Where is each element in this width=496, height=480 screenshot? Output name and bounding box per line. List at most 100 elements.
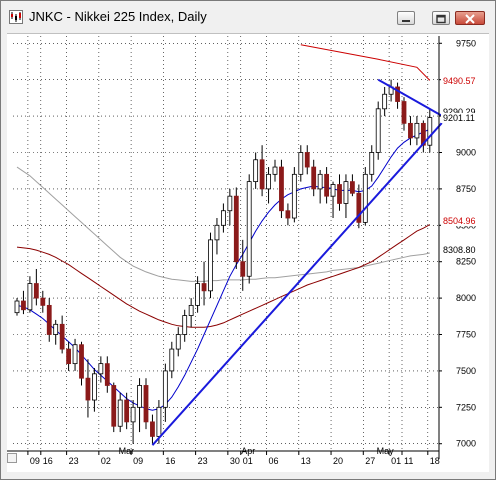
candlesticks bbox=[14, 79, 433, 444]
close-button[interactable] bbox=[455, 11, 485, 25]
candle-body bbox=[240, 261, 246, 277]
price-tag-box bbox=[441, 216, 477, 226]
trendline bbox=[377, 78, 443, 117]
y-tick-label: 7750 bbox=[456, 330, 476, 340]
candle-body bbox=[150, 421, 155, 437]
candle-body bbox=[117, 399, 123, 427]
candle-body bbox=[46, 304, 52, 335]
candle-body bbox=[330, 184, 336, 197]
candle-body bbox=[40, 297, 46, 306]
x-tick-label: 16 bbox=[43, 456, 53, 466]
x-tick-label: 02 bbox=[101, 456, 111, 466]
candle-body bbox=[408, 122, 413, 139]
candle-body bbox=[195, 283, 201, 306]
candle-body bbox=[266, 173, 271, 190]
candle-body bbox=[220, 210, 226, 226]
candle-body bbox=[208, 239, 213, 292]
candle-body bbox=[98, 363, 104, 375]
candle-body bbox=[162, 370, 168, 408]
candle-body bbox=[349, 181, 355, 194]
x-tick-label: 16 bbox=[165, 456, 175, 466]
candle-body bbox=[362, 173, 368, 223]
candle-body bbox=[104, 363, 110, 386]
candle-body bbox=[92, 373, 97, 401]
chart-scroll-toggle[interactable] bbox=[7, 453, 17, 463]
price-tag: 8308.80 bbox=[443, 245, 476, 255]
x-tick-label: 23 bbox=[69, 456, 79, 466]
candle-body bbox=[311, 166, 317, 190]
maximize-button[interactable] bbox=[432, 11, 450, 25]
candle-body bbox=[401, 101, 407, 124]
price-tag: 8504.96 bbox=[443, 216, 476, 226]
candle-body bbox=[291, 173, 297, 219]
candle-body bbox=[175, 334, 181, 350]
close-icon bbox=[465, 14, 475, 24]
gridlines bbox=[13, 36, 439, 451]
candle-body bbox=[85, 377, 91, 401]
y-tick-label: 7250 bbox=[456, 402, 476, 412]
candle-body bbox=[130, 406, 136, 423]
candle-body bbox=[317, 173, 323, 190]
x-tick-label: 06 bbox=[269, 456, 279, 466]
trendlines bbox=[151, 78, 443, 446]
y-tick-label: 9750 bbox=[456, 38, 476, 48]
candle-body bbox=[427, 117, 433, 146]
candle-body bbox=[285, 210, 291, 219]
x-tick-label: 30 bbox=[230, 456, 240, 466]
candle-body bbox=[279, 166, 284, 212]
title-bar[interactable]: JNKC - Nikkei 225 Index, Daily bbox=[1, 1, 495, 33]
candle-body bbox=[143, 385, 149, 423]
candle-body bbox=[414, 122, 420, 139]
y-tick-label: 7000 bbox=[456, 439, 476, 449]
candle-body bbox=[233, 195, 239, 263]
candle-body bbox=[337, 184, 342, 204]
candle-body bbox=[137, 385, 142, 408]
x-tick-label: 01 bbox=[391, 456, 401, 466]
moving-averages bbox=[16, 44, 431, 411]
candle-body bbox=[53, 323, 59, 335]
chart-area[interactable]: 7000725075007750800082508500875090009250… bbox=[7, 33, 489, 472]
x-tick-label: 27 bbox=[365, 456, 375, 466]
sma-200-line bbox=[300, 44, 431, 81]
y-tick-label: 8750 bbox=[456, 184, 476, 194]
price-tag-box bbox=[441, 107, 477, 117]
candle-body bbox=[14, 300, 20, 314]
candle-body bbox=[259, 159, 265, 190]
x-tick-label: 18 bbox=[430, 456, 440, 466]
candle-body bbox=[395, 86, 400, 102]
candle-body bbox=[298, 152, 304, 175]
candle-body bbox=[304, 152, 310, 168]
candle-body bbox=[182, 315, 188, 335]
minimize-button[interactable] bbox=[397, 11, 415, 25]
y-tick-label: 8000 bbox=[456, 293, 476, 303]
price-tag-box bbox=[441, 245, 477, 255]
x-tick-label: 09 bbox=[133, 456, 143, 466]
minimize-icon bbox=[402, 20, 410, 22]
candle-body bbox=[356, 192, 362, 223]
candle-body bbox=[66, 348, 71, 365]
window-title: JNKC - Nikkei 225 Index, Daily bbox=[29, 9, 207, 24]
price-tag-box bbox=[441, 76, 477, 86]
candle-body bbox=[420, 122, 426, 146]
sma-mid-line bbox=[16, 224, 431, 328]
candle-body bbox=[227, 195, 233, 212]
x-tick-label: 01 bbox=[243, 456, 253, 466]
candle-body bbox=[21, 300, 26, 311]
candle-body bbox=[253, 159, 259, 183]
candle-body bbox=[272, 166, 278, 175]
candle-body bbox=[124, 399, 130, 423]
y-tick-label: 7500 bbox=[456, 366, 476, 376]
x-tick-label: 13 bbox=[301, 456, 311, 466]
candle-body bbox=[246, 181, 252, 277]
price-chart[interactable]: 7000725075007750800082508500875090009250… bbox=[7, 34, 489, 472]
candle-body bbox=[33, 283, 39, 299]
candle-body bbox=[59, 323, 65, 350]
candle-body bbox=[111, 385, 117, 427]
candle-body bbox=[188, 304, 194, 316]
candle-body bbox=[214, 224, 220, 241]
sma-fast-line bbox=[16, 128, 431, 411]
trendline bbox=[151, 122, 443, 446]
price-tag-box bbox=[441, 113, 477, 123]
x-tick-label: 23 bbox=[198, 456, 208, 466]
